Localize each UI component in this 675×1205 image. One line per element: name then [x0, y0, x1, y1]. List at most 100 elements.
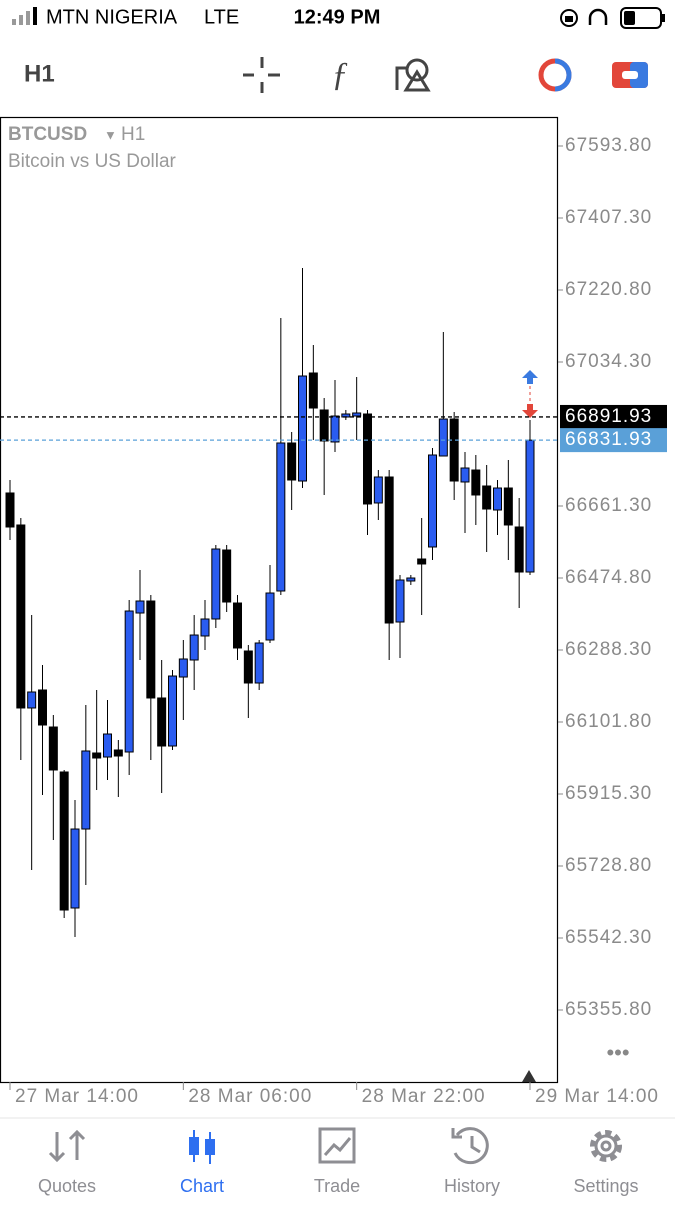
- x-tick-label: 27 Mar 14:00: [15, 1086, 139, 1107]
- y-tick-label: 65915.30: [565, 783, 652, 804]
- chart-icon[interactable]: [189, 1130, 215, 1164]
- candle-body: [276, 442, 286, 592]
- trade-tab-icon[interactable]: [318, 1127, 356, 1164]
- y-tick-label: 65355.80: [565, 999, 652, 1020]
- candle-body: [243, 650, 253, 684]
- tab-label[interactable]: Trade: [314, 1176, 360, 1196]
- signal-bar: [12, 19, 16, 25]
- tab-label[interactable]: Chart: [180, 1176, 224, 1196]
- price-label: 66891.93: [565, 406, 652, 427]
- carrier: MTN NIGERIA: [46, 6, 178, 28]
- chart-subtitle: Bitcoin vs US Dollar: [8, 151, 177, 172]
- candle-body: [406, 577, 416, 582]
- y-tick-label: 66474.80: [565, 567, 652, 588]
- tab-icons: [48, 1127, 622, 1165]
- candle-body: [471, 469, 481, 496]
- battery-tip: [662, 14, 665, 22]
- candle-body: [449, 418, 459, 482]
- quotes-icon[interactable]: [48, 1129, 86, 1163]
- chart-timeframe: H1: [121, 124, 145, 145]
- candle-body: [384, 476, 394, 624]
- candle-body: [308, 372, 318, 409]
- plot: [5, 267, 535, 937]
- status-bar: MTN NIGERIA LTE 12:49 PM: [12, 6, 665, 29]
- buy-arrow: [522, 370, 538, 384]
- timeframe-button[interactable]: H1: [24, 60, 55, 87]
- candle-body: [417, 558, 427, 565]
- toolbar: H1 ƒ: [24, 56, 648, 93]
- candle-body: [178, 658, 188, 678]
- x-tick-label: 28 Mar 06:00: [188, 1086, 312, 1107]
- candle-body: [103, 733, 112, 758]
- candle-body: [254, 642, 264, 684]
- candle-body: [124, 610, 134, 753]
- trade-icon[interactable]: [554, 58, 572, 92]
- price-label-box: [560, 428, 667, 453]
- candle-body: [5, 492, 15, 528]
- candle-body: [146, 600, 156, 699]
- candle-body: [189, 634, 199, 661]
- x-tick-label: 28 Mar 22:00: [362, 1086, 486, 1107]
- y-tick-label: 66101.80: [565, 711, 652, 732]
- crosshair-icon[interactable]: [243, 57, 280, 93]
- order-icon[interactable]: [622, 71, 638, 79]
- candle-body: [222, 549, 232, 603]
- headphones-icon: [588, 8, 608, 25]
- x-tick-label: 29 Mar 14:00: [535, 1086, 659, 1107]
- y-tick-label: 65728.80: [565, 855, 652, 876]
- y-tick-label: 66288.30: [565, 639, 652, 660]
- candle-body: [460, 467, 470, 483]
- candle-body: [352, 412, 362, 417]
- more-menu[interactable]: •••: [606, 1040, 629, 1065]
- y-tick-label: 67407.30: [565, 207, 652, 228]
- objects-icon[interactable]: [395, 58, 431, 92]
- battery-icon: [620, 7, 662, 29]
- tab-label[interactable]: Quotes: [38, 1176, 96, 1196]
- candle-body: [157, 697, 167, 747]
- candle-body: [200, 618, 210, 637]
- history-icon[interactable]: [451, 1127, 489, 1165]
- tab-label[interactable]: History: [444, 1176, 500, 1196]
- network: LTE: [204, 6, 239, 28]
- settings-icon[interactable]: [590, 1130, 622, 1162]
- lock-icon: [560, 9, 578, 27]
- candle-body: [373, 476, 383, 504]
- candle-body: [482, 485, 492, 510]
- candle-body: [428, 454, 437, 548]
- candle-body: [525, 439, 535, 573]
- candle-body: [438, 418, 448, 457]
- period-separator-marker: [522, 1070, 536, 1082]
- candle-body: [135, 600, 145, 614]
- candle-body: [265, 592, 275, 641]
- signal-bar: [19, 15, 23, 25]
- tab-label[interactable]: Settings: [573, 1176, 638, 1196]
- candle-body: [287, 442, 297, 481]
- candle-body: [298, 375, 307, 482]
- candle-body: [27, 691, 37, 709]
- candle-body: [514, 526, 524, 573]
- candle-body: [503, 487, 513, 526]
- candle-body: [70, 828, 80, 909]
- candle-body: [363, 413, 372, 505]
- candle-body: [59, 771, 69, 911]
- chart-symbol: BTCUSD: [8, 124, 87, 145]
- candle-body: [395, 579, 405, 623]
- signal-bar: [26, 11, 30, 25]
- candle-body: [113, 749, 123, 757]
- candle-body: [493, 487, 502, 511]
- symbol-dropdown[interactable]: ▼: [104, 127, 117, 142]
- candle-body: [48, 726, 58, 771]
- order-icon[interactable]: [630, 62, 648, 88]
- price-label-box: [560, 404, 667, 429]
- y-tick-label: 67220.80: [565, 279, 652, 300]
- y-tick-label: 67034.30: [565, 351, 652, 372]
- clock: 12:49 PM: [294, 6, 381, 28]
- y-tick-label: 67593.80: [565, 135, 652, 156]
- y-tick-label: 66661.30: [565, 495, 652, 516]
- indicators-icon[interactable]: ƒ: [332, 56, 349, 93]
- sell-arrow: [522, 404, 538, 418]
- candle-body: [211, 548, 221, 620]
- price-label: 66831.93: [565, 429, 652, 450]
